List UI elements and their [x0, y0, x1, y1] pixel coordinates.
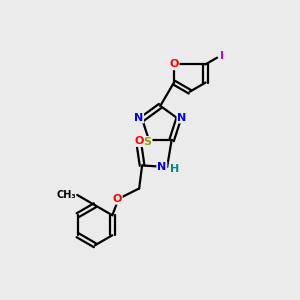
Text: H: H — [170, 164, 179, 174]
Text: O: O — [112, 194, 122, 204]
Text: O: O — [134, 136, 144, 146]
Text: O: O — [169, 59, 178, 69]
Text: N: N — [177, 112, 187, 123]
Text: N: N — [134, 112, 143, 123]
Text: S: S — [144, 137, 152, 147]
Text: CH₃: CH₃ — [56, 190, 76, 200]
Text: I: I — [220, 51, 224, 61]
Text: N: N — [157, 162, 167, 172]
